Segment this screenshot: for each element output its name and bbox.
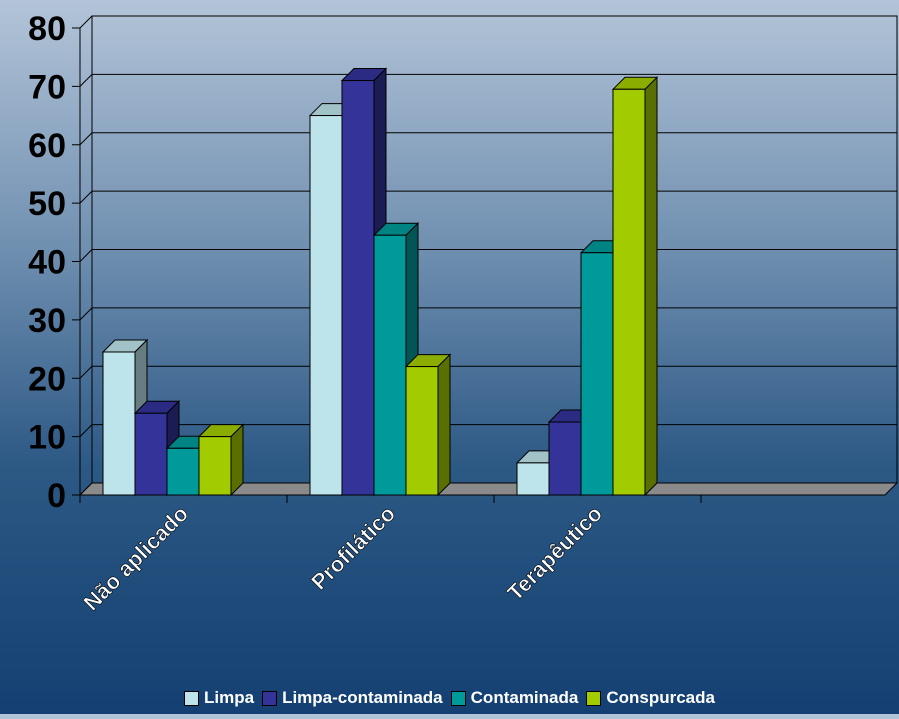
- bar-front: [102, 351, 136, 496]
- y-tick-label: 20: [28, 360, 66, 398]
- bar-front: [198, 436, 232, 496]
- bar-front: [341, 80, 375, 496]
- gridline-slant: [79, 15, 93, 29]
- y-tick-label: 10: [28, 419, 66, 457]
- x-tick-label: Profilático: [306, 501, 400, 595]
- gridlines: [79, 15, 897, 496]
- bar-front: [373, 234, 407, 496]
- bar-side: [644, 76, 658, 497]
- y-tick-label: 30: [28, 302, 66, 340]
- bars: [101, 67, 659, 497]
- bar: [404, 353, 452, 497]
- y-axis: 0 10 20 30 40 50 60 70 80: [28, 10, 81, 515]
- y-tick-label: 40: [28, 244, 66, 282]
- gridline-slant: [79, 132, 93, 146]
- bar: [611, 76, 659, 497]
- bar-side: [230, 423, 244, 497]
- bar: [133, 400, 181, 497]
- bar-front: [166, 447, 200, 496]
- legend-item: Conspurcada: [586, 688, 715, 708]
- legend-item: Limpa-contaminada: [262, 688, 443, 708]
- legend-label: Conspurcada: [606, 688, 715, 707]
- legend-label: Limpa-contaminada: [282, 688, 443, 707]
- y-tick-label: 60: [28, 127, 66, 165]
- gridline-slant: [79, 424, 93, 437]
- legend-label: Contaminada: [470, 688, 579, 707]
- y-tick-label: 80: [28, 10, 66, 48]
- legend-swatch: [586, 690, 602, 706]
- bar-front: [405, 366, 439, 496]
- gridline-slant: [79, 249, 93, 262]
- legend-label: Limpa: [204, 688, 255, 707]
- gridline-slant: [79, 307, 93, 321]
- gridline-slant: [79, 190, 93, 204]
- legend-swatch: [450, 690, 466, 706]
- legend-swatch: [184, 690, 199, 706]
- bar-front: [516, 462, 550, 496]
- y-tick-label: 50: [28, 185, 66, 223]
- y-tick-label: 70: [28, 68, 66, 106]
- bar-front: [134, 412, 168, 496]
- x-axis: Não aplicado Profilático Terapêutico: [78, 494, 885, 616]
- legend-swatch: [262, 690, 278, 706]
- bar-front: [580, 252, 614, 496]
- bar-front: [612, 88, 646, 496]
- bar-side: [437, 353, 451, 497]
- legend-item: Limpa: [184, 688, 254, 708]
- legend-item: Contaminada: [450, 688, 579, 708]
- gridline-slant: [79, 74, 93, 87]
- gridline-slant: [79, 365, 93, 379]
- x-tick-label: Não aplicado: [79, 501, 193, 615]
- bar-front: [548, 421, 582, 496]
- x-tick-label: Terapêutico: [502, 501, 607, 606]
- y-tick-label: 0: [47, 477, 66, 515]
- legend: Limpa Limpa-contaminada Contaminada Conspur…: [0, 688, 899, 708]
- bar-front: [309, 115, 343, 496]
- bar: [197, 423, 245, 497]
